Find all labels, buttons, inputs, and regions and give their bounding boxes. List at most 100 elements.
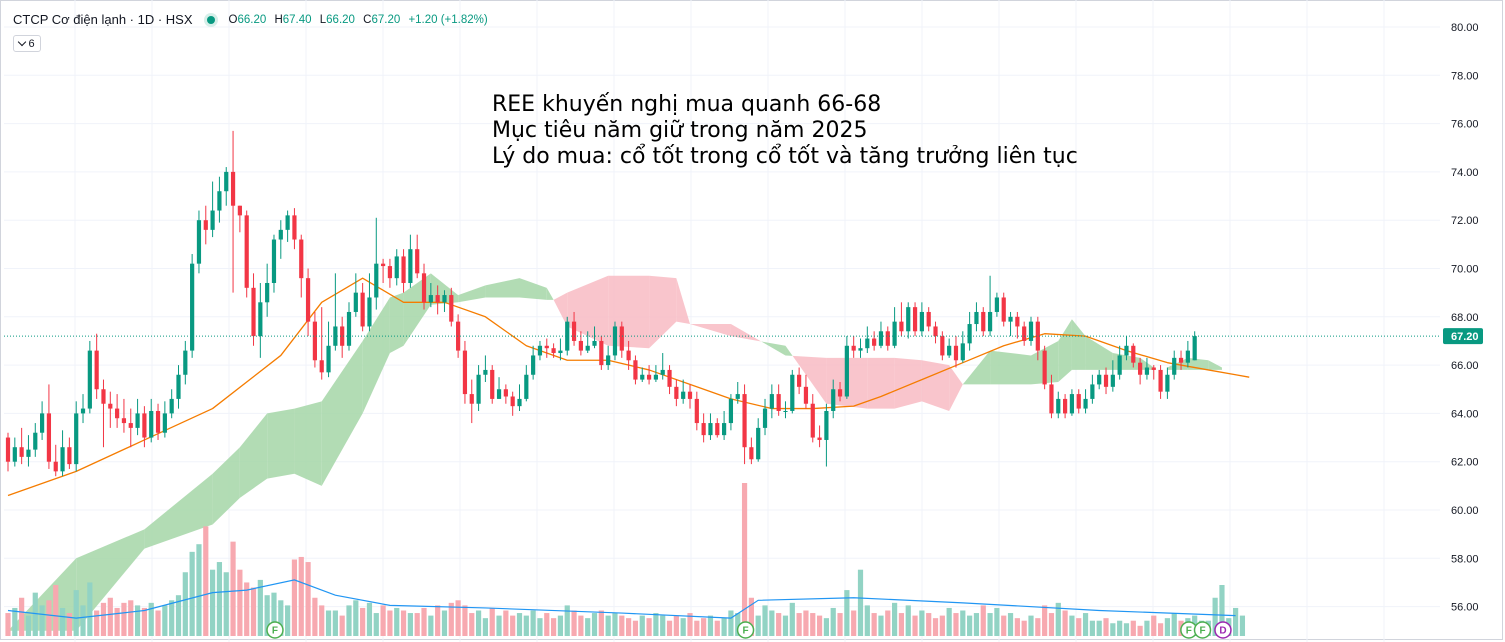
candle[interactable] (674, 379, 679, 407)
candle[interactable] (681, 379, 686, 404)
candle[interactable] (1056, 391, 1061, 419)
candle[interactable] (872, 331, 877, 351)
candle[interactable] (1151, 365, 1156, 380)
candle[interactable] (531, 345, 536, 380)
candle[interactable] (67, 437, 72, 469)
candle[interactable] (831, 379, 836, 419)
candle[interactable] (885, 326, 890, 351)
candle[interactable] (456, 314, 461, 358)
candle[interactable] (340, 316, 345, 358)
candle[interactable] (483, 355, 488, 383)
candle[interactable] (278, 220, 283, 259)
candle[interactable] (974, 302, 979, 332)
candle[interactable] (190, 254, 195, 358)
candle[interactable] (408, 234, 413, 288)
candle[interactable] (899, 302, 904, 337)
candle[interactable] (947, 338, 952, 358)
candle[interactable] (381, 258, 386, 283)
candle[interactable] (292, 208, 297, 250)
candle[interactable] (265, 263, 270, 317)
candle[interactable] (1165, 367, 1170, 399)
candle[interactable] (108, 391, 113, 428)
candle[interactable] (5, 432, 11, 472)
dividend-marker[interactable]: D (1214, 621, 1232, 639)
candle[interactable] (1103, 367, 1109, 395)
candle[interactable] (803, 374, 809, 409)
earnings-marker[interactable]: F (266, 621, 284, 639)
candle[interactable] (987, 275, 993, 337)
candle[interactable] (708, 413, 713, 440)
candle[interactable] (715, 418, 720, 438)
candle[interactable] (599, 336, 604, 370)
candle[interactable] (544, 338, 549, 358)
candle[interactable] (176, 365, 181, 409)
symbol-title[interactable]: CTCP Cơ điện lạnh · 1D · HSX (13, 12, 193, 27)
candle[interactable] (994, 292, 999, 317)
candle[interactable] (40, 401, 45, 440)
candle[interactable] (210, 181, 215, 238)
candle[interactable] (490, 365, 495, 404)
candle[interactable] (844, 336, 849, 399)
candle[interactable] (592, 326, 597, 349)
candle[interactable] (442, 290, 447, 312)
candle[interactable] (1090, 374, 1095, 404)
candle[interactable] (421, 263, 427, 310)
candle[interactable] (919, 302, 924, 337)
candle[interactable] (94, 333, 99, 399)
price-axis[interactable]: 80.00 78.00 76.00 74.00 72.00 70.00 68.00 66.00… (1443, 22, 1483, 614)
candle[interactable] (346, 302, 352, 351)
candle[interactable] (135, 398, 140, 436)
candle[interactable] (865, 326, 870, 354)
candle[interactable] (353, 273, 358, 317)
candle[interactable] (217, 176, 222, 223)
candle[interactable] (299, 234, 304, 298)
candle[interactable] (1028, 316, 1034, 346)
candle[interactable] (80, 394, 86, 424)
candle[interactable] (12, 437, 17, 467)
candle[interactable] (742, 384, 747, 465)
candle[interactable] (756, 418, 761, 462)
candle[interactable] (462, 340, 468, 404)
candle[interactable] (115, 394, 120, 428)
candle[interactable] (101, 379, 106, 448)
candle[interactable] (169, 389, 174, 419)
candle[interactable] (701, 413, 706, 443)
candle[interactable] (776, 384, 781, 416)
candle[interactable] (1076, 389, 1081, 414)
candle[interactable] (1178, 350, 1184, 370)
candle[interactable] (537, 340, 543, 361)
candle[interactable] (646, 365, 652, 385)
candle[interactable] (1158, 365, 1163, 399)
candle[interactable] (196, 210, 202, 274)
candle[interactable] (26, 435, 31, 467)
candle[interactable] (735, 382, 740, 404)
candle[interactable] (121, 398, 127, 433)
candle[interactable] (374, 217, 379, 310)
candle[interactable] (435, 285, 440, 315)
candle[interactable] (19, 427, 24, 465)
earnings-marker[interactable]: F (1180, 621, 1198, 639)
candle[interactable] (653, 365, 658, 383)
candle[interactable] (626, 340, 631, 370)
candle[interactable] (449, 287, 454, 327)
candle[interactable] (837, 382, 843, 402)
candle[interactable] (1015, 311, 1020, 339)
candle[interactable] (517, 384, 522, 411)
candle[interactable] (1192, 331, 1197, 361)
candle[interactable] (640, 367, 645, 383)
candle[interactable] (660, 353, 665, 380)
candle[interactable] (728, 394, 734, 431)
candle[interactable] (953, 336, 959, 368)
candle[interactable] (305, 268, 311, 337)
candle[interactable] (960, 331, 965, 363)
candle[interactable] (230, 130, 236, 293)
candle[interactable] (360, 282, 365, 332)
candle[interactable] (33, 423, 38, 457)
candle[interactable] (1022, 321, 1027, 346)
candle[interactable] (1001, 292, 1006, 327)
candle[interactable] (933, 321, 938, 344)
candle[interactable] (1110, 360, 1115, 392)
candle[interactable] (415, 234, 420, 279)
